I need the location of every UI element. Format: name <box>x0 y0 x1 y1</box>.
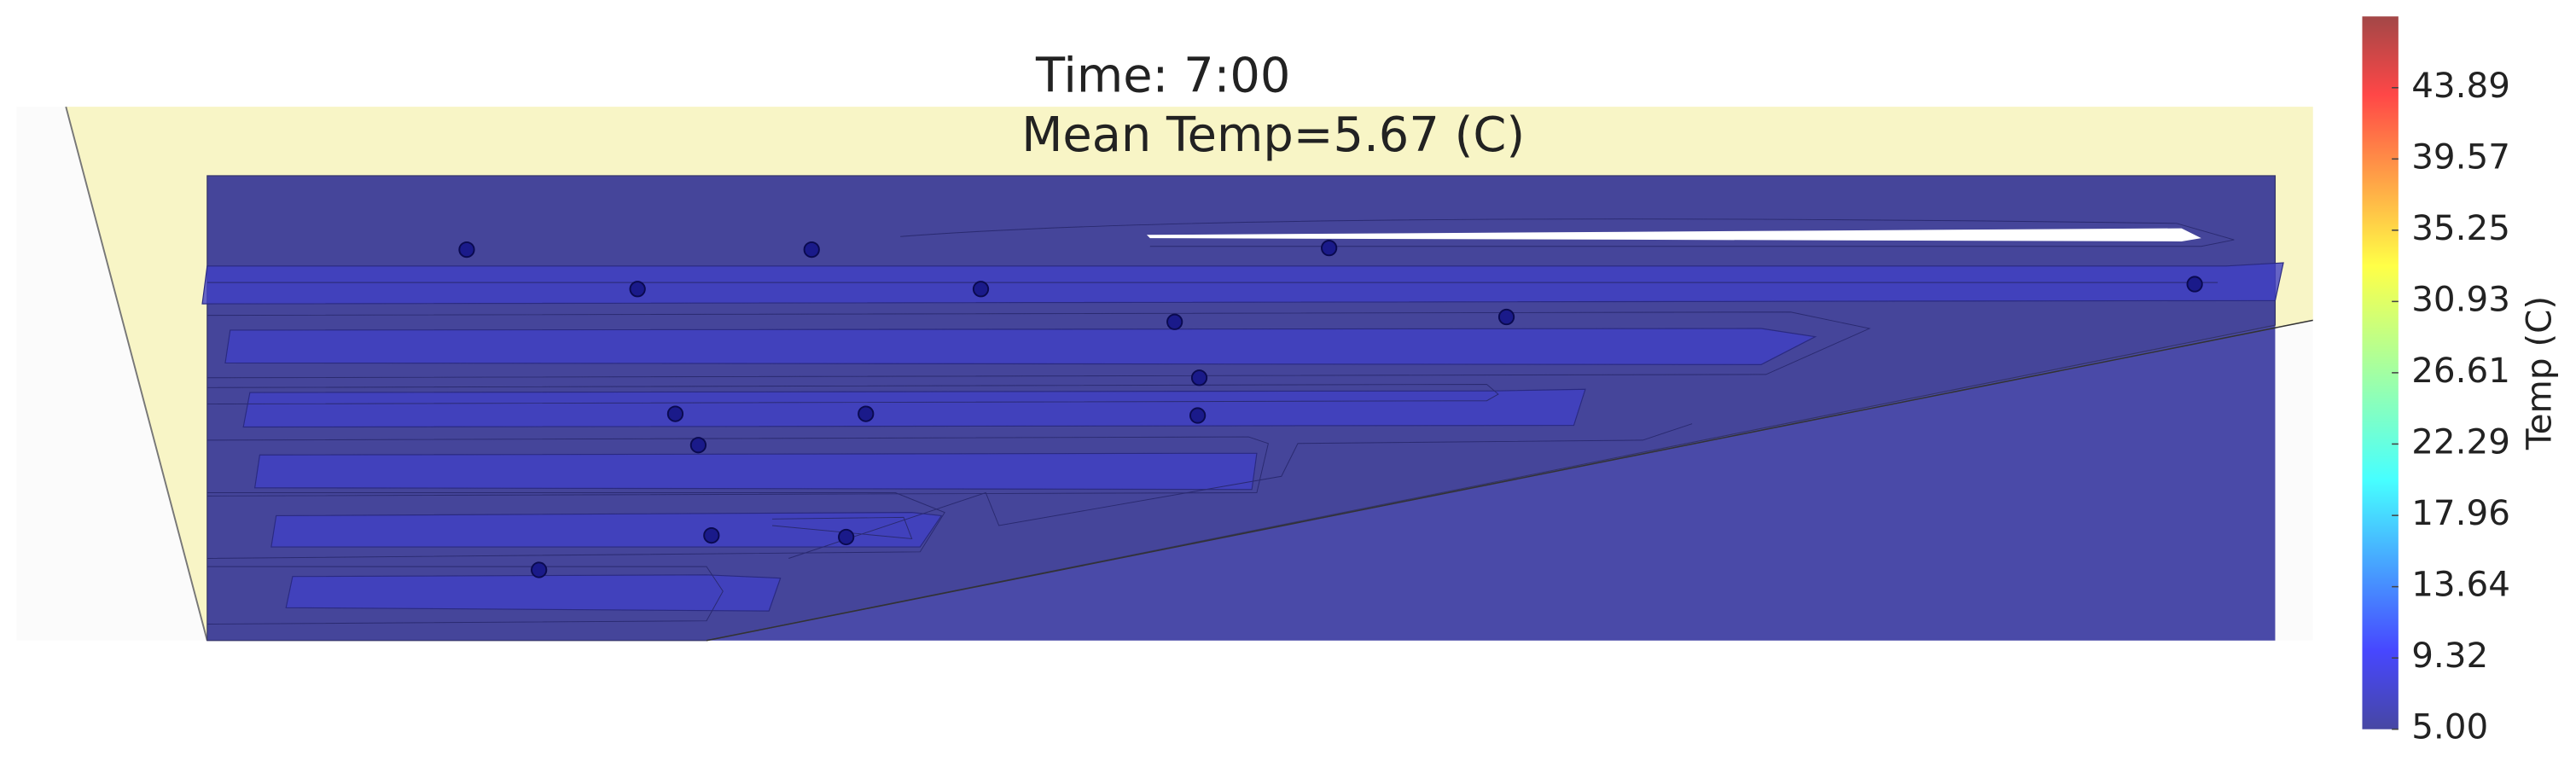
colorbar-tick-label: 43.89 <box>2411 65 2510 106</box>
colorbar-tick-label: 5.00 <box>2411 706 2488 747</box>
boundary-line <box>65 106 208 642</box>
colorbar-tick-label: 35.25 <box>2411 207 2510 248</box>
plot-area <box>16 106 2313 642</box>
channels <box>201 262 2284 612</box>
chart-subtitle: Mean Temp=5.67 (C) <box>1021 107 1525 163</box>
colorbar-tick-label: 9.32 <box>2411 635 2488 676</box>
colorbar-tick-label: 26.61 <box>2411 350 2510 391</box>
colorbar-tick-label: 17.96 <box>2411 492 2510 533</box>
colorbar-tick-label: 22.29 <box>2411 421 2510 462</box>
hot-spot <box>1146 228 2201 241</box>
boundary-line <box>706 319 2313 642</box>
colorbar-tick-label: 30.93 <box>2411 278 2510 319</box>
sensors <box>458 240 2203 578</box>
colorbar-tick-label: 13.64 <box>2411 564 2510 605</box>
contour-lines <box>206 218 2235 625</box>
colorbar-tick-label: 39.57 <box>2411 136 2510 177</box>
chart-title: Time: 7:00 <box>1035 49 1290 104</box>
colorbar-label: Temp (C) <box>2518 296 2559 450</box>
